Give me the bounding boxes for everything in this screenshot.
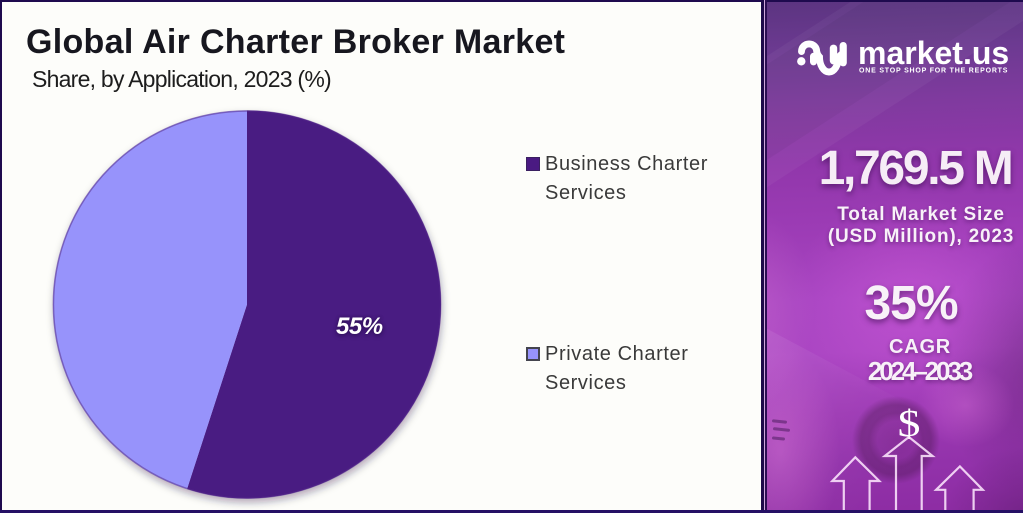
svg-text:market.us: market.us <box>858 35 1009 71</box>
svg-text:ONE STOP SHOP FOR THE REPORTS: ONE STOP SHOP FOR THE REPORTS <box>859 67 1008 74</box>
